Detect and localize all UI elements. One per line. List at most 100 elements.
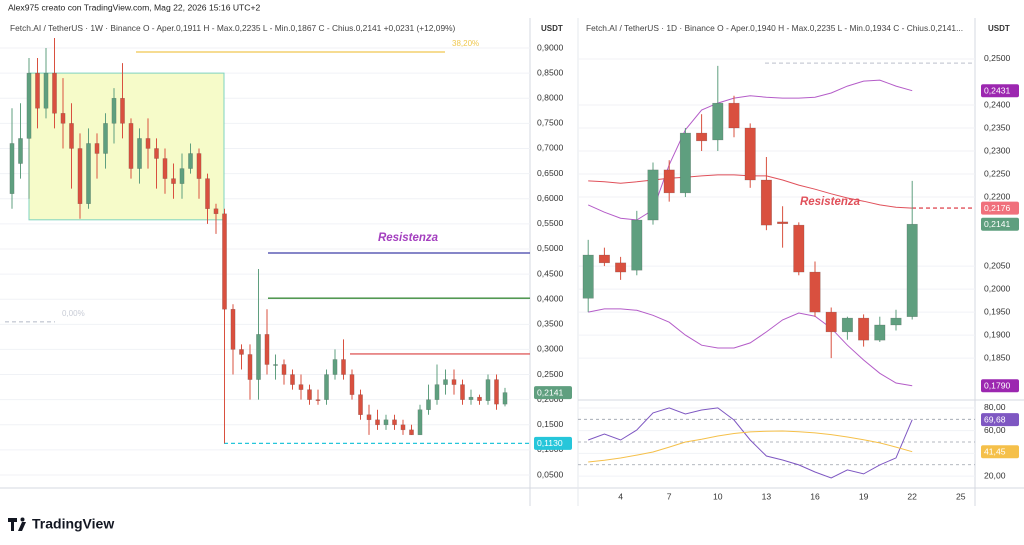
candle-body [52,72,57,114]
price-badge [981,413,1019,427]
candle-body [171,178,176,184]
candle-body [615,262,627,273]
rsi-line [588,430,913,463]
x-tick-label: 22 [907,491,917,501]
y-tick-label: 0,4000 [537,293,564,303]
candle-body [103,123,108,154]
price-badge-label: 0,1130 [537,438,563,448]
candle-body [477,396,482,401]
candle-body [188,153,193,169]
candle-body [307,389,312,400]
candle-body [400,424,406,431]
candle-body [230,308,236,350]
candle-body [298,384,304,390]
legend: Fetch.AI / TetherUS · 1W · Binance O - A… [10,23,456,33]
price-badge [981,84,1019,98]
y-tick-label: 0,2500 [537,369,564,379]
logo-text: TradingView [32,516,114,532]
candle-body [375,419,380,426]
price-badge-label: 0,2141 [537,387,564,397]
candle-body [341,359,346,375]
candle-body [239,349,244,355]
candle-body [494,379,499,405]
left-plot: MagGiuLugAgoSetOttNovDic2026FebMarAprMag… [0,37,530,476]
y-tick-label: 0,1950 [984,306,1011,316]
y-tick-label: 0,2400 [984,99,1011,109]
candle-body [324,374,329,400]
candle-body [162,158,168,179]
price-badge [981,217,1019,231]
candle-body [647,169,659,221]
price-badge [534,386,572,400]
y-tick-label: 0,2350 [984,122,1011,132]
price-badge [981,445,1019,459]
x-tick-label: 4 [618,491,623,501]
candle-body [460,384,465,400]
y-tick-label: 0,2250 [984,168,1011,178]
candle-body [332,359,338,375]
candle-body [663,169,675,194]
candle-body [728,102,740,129]
candle-body [120,97,125,124]
candle-body [443,379,448,385]
candle-body [9,143,15,194]
candle-body [35,72,40,109]
candle-body [43,72,49,109]
y-tick-label: 0,4500 [537,268,564,278]
candle-body [696,132,708,142]
candle-body [777,221,789,224]
candle-body [273,364,278,366]
price-badge-label: 0,2176 [984,203,1011,213]
logo-icon [20,517,25,522]
candle-body [247,354,253,380]
candle-body [77,148,83,204]
candle-body [358,394,363,415]
candle-body [111,97,117,124]
candle-body [222,213,227,310]
candle-body [793,224,805,273]
y-tick-label: 0,8500 [537,67,564,77]
axis-unit: USDT [541,24,563,33]
candle-body [434,384,440,400]
candle-body [631,219,643,271]
credit: Alex975 creato con TradingView.com, Mag … [8,2,261,12]
price-badge [981,379,1019,393]
y-tick-label: 20,00 [984,470,1006,480]
candle-body [451,379,457,385]
candle-body [906,223,918,317]
candle-body [417,409,423,436]
candle-body [383,419,389,426]
band-line [588,308,913,387]
y-tick-label: 80,00 [984,402,1006,412]
y-tick-label: 0,3500 [537,319,564,329]
y-tick-label: 0,0500 [537,469,564,479]
candle-body [69,123,74,149]
annotation: Resistenza [378,232,439,244]
candle-body [468,396,474,400]
y-tick-label: 0,1500 [537,419,564,429]
price-badge-label: 41,45 [984,446,1006,456]
price-badge [534,436,572,450]
candle-body [18,138,23,164]
x-tick-label: 19 [859,491,869,501]
y-tick-label: 0,7000 [537,143,564,153]
candle-body [349,374,355,395]
candle-body [366,414,372,421]
rsi-line [588,407,913,479]
candle-body [502,392,508,405]
x-tick-label: 13 [762,491,772,501]
y-tick-label: 0,6500 [537,168,564,178]
y-tick-label: 0,3000 [537,344,564,354]
candle-body [874,324,886,341]
right-plot: 347101316192225 [578,58,975,501]
candle-body [890,317,902,326]
labels: Fetch.AI / TetherUS · 1W · Binance O - A… [10,23,1019,480]
y-tick-label: 0,9000 [537,42,564,52]
annotation: Resistenza [800,196,861,208]
x-tick-label: 7 [667,491,672,501]
price-badge-label: 0,1790 [984,380,1011,390]
y-tick-label: 0,2000 [984,283,1011,293]
candle-body [94,143,100,154]
